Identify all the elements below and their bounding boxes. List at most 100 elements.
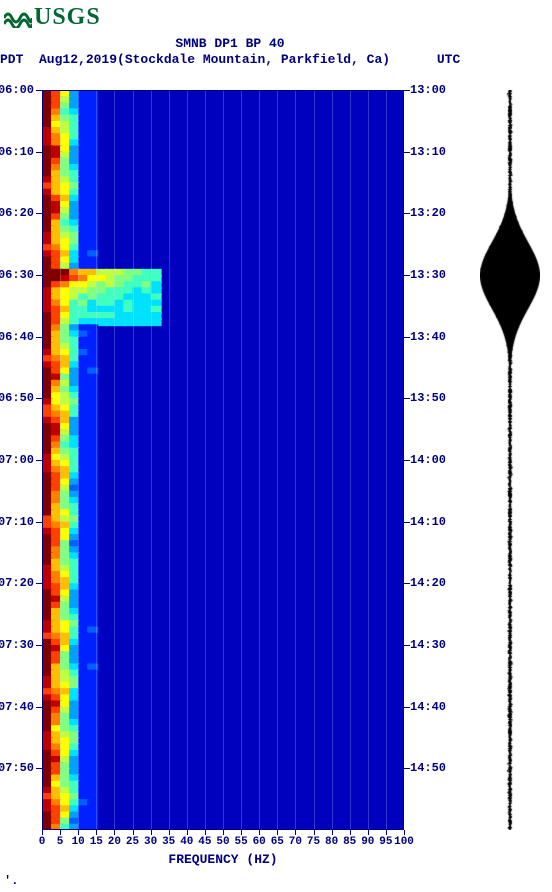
x-tick-label: 100: [394, 836, 414, 848]
x-tick-label: 70: [289, 836, 302, 848]
x-tick-label: 40: [180, 836, 193, 848]
y-tick-mark: [404, 213, 410, 214]
y-tick-utc: 14:50: [410, 761, 452, 775]
y-tick-utc: 14:40: [410, 700, 452, 714]
x-tick-mark: [295, 830, 296, 835]
x-tick-label: 25: [126, 836, 139, 848]
y-tick-pdt: 06:30: [0, 268, 34, 282]
x-tick-mark: [205, 830, 206, 835]
x-tick-label: 85: [343, 836, 356, 848]
x-tick-label: 65: [271, 836, 284, 848]
x-tick-mark: [241, 830, 242, 835]
y-tick-pdt: 07:50: [0, 761, 34, 775]
spectrogram-canvas: [42, 90, 404, 830]
y-tick-mark: [36, 152, 42, 153]
y-tick-mark: [36, 645, 42, 646]
y-tick-mark: [404, 275, 410, 276]
x-axis: FREQUENCY (HZ) 0510152025303540455055606…: [42, 830, 404, 870]
x-tick-label: 15: [90, 836, 103, 848]
x-tick-mark: [332, 830, 333, 835]
y-tick-mark: [404, 337, 410, 338]
x-tick-label: 35: [162, 836, 175, 848]
y-tick-pdt: 06:50: [0, 391, 34, 405]
y-tick-mark: [36, 90, 42, 91]
y-tick-mark: [36, 522, 42, 523]
title-line-1: SMNB DP1 BP 40: [0, 36, 460, 52]
spectrogram-plot: [42, 90, 404, 830]
x-tick-mark: [114, 830, 115, 835]
seismogram-trace: [480, 90, 540, 830]
x-tick-mark: [350, 830, 351, 835]
x-tick-mark: [42, 830, 43, 835]
x-tick-mark: [277, 830, 278, 835]
y-tick-utc: 13:20: [410, 206, 452, 220]
usgs-wave-icon: [4, 8, 32, 28]
x-tick-label: 20: [108, 836, 121, 848]
x-tick-label: 80: [325, 836, 338, 848]
y-tick-utc: 13:10: [410, 145, 452, 159]
y-tick-pdt: 07:00: [0, 453, 34, 467]
y-tick-pdt: 06:00: [0, 83, 34, 97]
x-axis-label: FREQUENCY (HZ): [42, 852, 404, 867]
y-tick-utc: 13:30: [410, 268, 452, 282]
y-tick-mark: [404, 707, 410, 708]
y-tick-mark: [404, 583, 410, 584]
y-tick-mark: [404, 152, 410, 153]
y-tick-mark: [36, 213, 42, 214]
y-tick-pdt: 06:20: [0, 206, 34, 220]
x-tick-label: 90: [361, 836, 374, 848]
y-tick-mark: [36, 707, 42, 708]
x-tick-mark: [96, 830, 97, 835]
y-axis-utc: 13:0013:1013:2013:3013:4013:5014:0014:10…: [404, 90, 446, 830]
y-tick-mark: [36, 275, 42, 276]
y-tick-mark: [404, 645, 410, 646]
title-line-2: PDT Aug12,2019(Stockdale Mountain, Parkf…: [0, 52, 460, 68]
y-tick-mark: [36, 583, 42, 584]
y-tick-utc: 14:10: [410, 515, 452, 529]
x-tick-mark: [259, 830, 260, 835]
x-tick-label: 30: [144, 836, 157, 848]
x-tick-mark: [314, 830, 315, 835]
y-tick-mark: [404, 768, 410, 769]
y-tick-mark: [36, 768, 42, 769]
y-tick-mark: [404, 522, 410, 523]
y-tick-mark: [404, 90, 410, 91]
x-tick-label: 55: [234, 836, 247, 848]
y-tick-utc: 14:20: [410, 576, 452, 590]
x-tick-mark: [386, 830, 387, 835]
x-tick-mark: [368, 830, 369, 835]
x-tick-label: 60: [253, 836, 266, 848]
y-tick-utc: 14:30: [410, 638, 452, 652]
chart-title: SMNB DP1 BP 40 PDT Aug12,2019(Stockdale …: [0, 36, 460, 67]
y-tick-pdt: 07:40: [0, 700, 34, 714]
usgs-logo: USGS: [4, 4, 101, 31]
y-tick-mark: [404, 460, 410, 461]
x-tick-mark: [404, 830, 405, 835]
x-tick-label: 50: [216, 836, 229, 848]
seismogram-canvas: [480, 90, 540, 830]
y-tick-utc: 13:50: [410, 391, 452, 405]
x-tick-label: 95: [379, 836, 392, 848]
y-tick-pdt: 07:10: [0, 515, 34, 529]
usgs-logo-text: USGS: [34, 4, 101, 31]
y-tick-utc: 14:00: [410, 453, 452, 467]
x-tick-label: 10: [72, 836, 85, 848]
x-tick-label: 75: [307, 836, 320, 848]
y-tick-mark: [36, 460, 42, 461]
x-tick-mark: [169, 830, 170, 835]
x-tick-mark: [60, 830, 61, 835]
x-tick-mark: [151, 830, 152, 835]
y-tick-utc: 13:00: [410, 83, 452, 97]
y-tick-utc: 13:40: [410, 330, 452, 344]
x-tick-mark: [187, 830, 188, 835]
x-tick-label: 45: [198, 836, 211, 848]
x-tick-mark: [133, 830, 134, 835]
y-tick-mark: [36, 398, 42, 399]
x-tick-mark: [223, 830, 224, 835]
y-tick-pdt: 07:30: [0, 638, 34, 652]
y-tick-mark: [36, 337, 42, 338]
footer-mark: '.: [4, 874, 18, 888]
y-tick-pdt: 06:40: [0, 330, 34, 344]
y-tick-pdt: 07:20: [0, 576, 34, 590]
y-tick-mark: [404, 398, 410, 399]
